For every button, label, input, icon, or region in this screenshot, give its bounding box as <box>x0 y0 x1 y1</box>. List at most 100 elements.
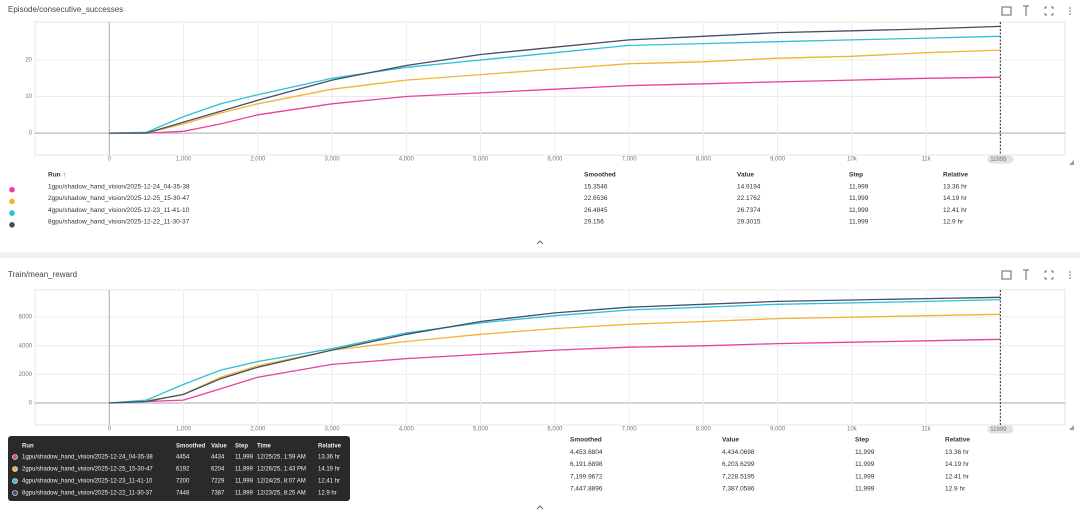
toolbar-bottom[interactable] <box>1001 269 1071 280</box>
menu-icon[interactable] <box>1069 10 1071 12</box>
table-cell: 11,999 <box>855 461 875 468</box>
table-cell: 14.19 hr <box>945 461 970 468</box>
tooltip-header: Step <box>235 444 248 450</box>
pin-icon[interactable] <box>1023 5 1029 16</box>
tooltip-box <box>8 436 350 501</box>
tooltip-cell: 11,999 <box>235 491 254 497</box>
table-cell: 26.4845 <box>584 207 608 214</box>
x-tick-label: 7,000 <box>622 157 638 163</box>
table-header: Smoothed <box>570 437 602 444</box>
table-cell: 7,387.0586 <box>722 486 755 493</box>
tooltip-cell: 11,999 <box>235 467 254 473</box>
table-cell: 6,203.6299 <box>722 461 755 468</box>
y-tick-label: 6000 <box>19 315 33 321</box>
table-cell: 7,228.5195 <box>722 473 755 480</box>
chart-title: Episode/consecutive_successes <box>8 5 123 14</box>
plot-frame <box>34 21 1066 156</box>
fit-icon[interactable] <box>1044 270 1054 280</box>
tooltip-cell: 11,999 <box>235 479 254 485</box>
table-cell: 29.156 <box>584 219 604 226</box>
run-name: 2gpu/shadow_hand_vision/2025-12-25_15-30… <box>22 467 153 473</box>
tooltip-cell: 14.19 hr <box>318 467 340 473</box>
y-tick-label: 0 <box>29 401 33 407</box>
tooltip-cell: 7387 <box>211 491 225 497</box>
run-color-dot <box>12 478 18 484</box>
table-cell: 12.41 hr <box>943 207 968 214</box>
y-tick-label: 10 <box>25 94 32 100</box>
resize-handle[interactable] <box>1069 160 1074 165</box>
table-cell: 7,447.8896 <box>570 486 603 493</box>
tooltip-cell: 12/26/25, 1:43 PM <box>257 467 306 473</box>
run-color-dot <box>12 454 18 460</box>
x-tick-label: 0 <box>108 427 112 433</box>
table-cell: 7,199.9672 <box>570 473 603 480</box>
table-cell: 6,191.6898 <box>570 461 603 468</box>
table-cell: 12.41 hr <box>945 473 970 480</box>
table-cell: 22.6536 <box>584 195 608 202</box>
tooltip-cell: 13.36 hr <box>318 455 340 461</box>
x-tick-label: 10k <box>847 427 858 433</box>
tooltip-header: Smoothed <box>176 444 206 450</box>
table-cell: 4,453.6804 <box>570 449 603 456</box>
x-tick-label: 2,000 <box>250 157 266 163</box>
run-color-dot <box>9 222 15 228</box>
chart-title: Train/mean_reward <box>8 270 77 279</box>
table-cell: 29.3015 <box>737 219 761 226</box>
x-tick-label: 8,000 <box>696 157 712 163</box>
table-cell: 12.9 hr <box>945 486 966 493</box>
x-tick-label: 5,000 <box>473 427 489 433</box>
tooltip-cell: 12/24/25, 8:07 AM <box>257 479 306 485</box>
x-tick-label: 1,000 <box>176 157 192 163</box>
collapse-chevron[interactable] <box>536 240 544 245</box>
tooltip-header: Relative <box>318 444 342 450</box>
fit-icon[interactable] <box>1044 6 1054 16</box>
tooltip-cell: 6204 <box>211 467 225 473</box>
table-header: Value <box>737 172 754 179</box>
x-tick-label: 10k <box>847 157 858 163</box>
section-divider <box>0 252 1080 258</box>
run-color-dot <box>9 198 15 205</box>
pin-icon[interactable] <box>1023 269 1029 280</box>
expand-icon[interactable] <box>1001 270 1012 280</box>
table-cell: 12.9 hr <box>943 219 964 226</box>
menu-icon[interactable] <box>1069 13 1071 15</box>
x-tick-label: 4,000 <box>399 157 415 163</box>
x-tick-label: 4,000 <box>399 427 415 433</box>
table-cell: 11,999 <box>849 219 869 226</box>
run-name: 2gpu/shadow_hand_vision/2025-12-25_15-30… <box>48 195 190 202</box>
x-tick-label: 3,000 <box>325 157 341 163</box>
table-cell: 11,999 <box>855 449 875 456</box>
resize-handle[interactable] <box>1069 425 1074 430</box>
tooltip-header: Value <box>211 444 227 450</box>
menu-icon[interactable] <box>1069 277 1071 279</box>
table-cell: 15.3546 <box>584 183 608 190</box>
series-line <box>109 76 1001 134</box>
expand-icon[interactable] <box>1001 6 1012 16</box>
series-line <box>109 49 1001 134</box>
table-cell: 22.1762 <box>737 195 761 202</box>
toolbar-top[interactable] <box>1001 5 1071 16</box>
run-name: 1gpu/shadow_hand_vision/2025-12-24_04-35… <box>48 183 190 190</box>
table-header: Relative <box>943 172 968 179</box>
tooltip: Run Smoothed Value Step Time Relative 1gpu/sha… <box>8 436 350 501</box>
collapse-chevron[interactable] <box>536 505 544 510</box>
y-tick-label: 20 <box>25 58 32 64</box>
tooltip-cell: 7229 <box>211 479 225 485</box>
x-tick-label: 6,000 <box>547 427 563 433</box>
cursor-badge <box>987 425 1014 434</box>
run-color-dot <box>9 210 15 216</box>
cursor-label: 11999 <box>990 427 1007 433</box>
menu-icon[interactable] <box>1069 274 1071 276</box>
series-line <box>109 35 1001 134</box>
y-tick-label: 4000 <box>19 343 33 349</box>
run-color-dot <box>12 466 18 472</box>
menu-icon[interactable] <box>1069 271 1071 273</box>
run-color-dot <box>9 186 15 193</box>
cursor-badge <box>987 155 1014 164</box>
tooltip-cell: 4454 <box>176 455 190 461</box>
table-cell: 11,999 <box>855 486 875 493</box>
table-cell: 13.36 hr <box>945 449 970 456</box>
x-tick-label: 2,000 <box>250 427 266 433</box>
menu-icon[interactable] <box>1069 7 1071 9</box>
